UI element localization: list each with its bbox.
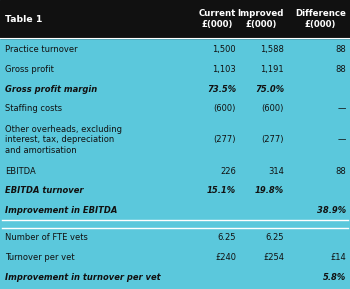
Text: Staffing costs: Staffing costs [5, 104, 62, 113]
Text: (277): (277) [214, 136, 236, 144]
Text: £14: £14 [330, 253, 346, 262]
Bar [0, 0, 350, 38]
Text: 75.0%: 75.0% [255, 85, 284, 94]
Text: £254: £254 [263, 253, 284, 262]
Text: Improvement in EBITDA: Improvement in EBITDA [5, 206, 117, 215]
Text: Improved
£(000): Improved £(000) [238, 9, 284, 29]
Text: 88: 88 [335, 166, 346, 176]
Text: 1,103: 1,103 [212, 65, 236, 74]
Text: Gross profit: Gross profit [5, 65, 54, 74]
Text: Number of FTE vets: Number of FTE vets [5, 234, 88, 242]
Text: EBITDA: EBITDA [5, 166, 36, 176]
Text: Gross profit margin: Gross profit margin [5, 85, 97, 94]
Text: Other overheads, excluding
interest, tax, depreciation
and amortisation: Other overheads, excluding interest, tax… [5, 125, 122, 155]
Text: 5.8%: 5.8% [323, 273, 346, 282]
Text: 6.25: 6.25 [217, 234, 236, 242]
Text: (600): (600) [214, 104, 236, 113]
Text: 226: 226 [220, 166, 236, 176]
Text: Table 1: Table 1 [5, 14, 42, 23]
Text: 38.9%: 38.9% [317, 206, 346, 215]
Text: £240: £240 [215, 253, 236, 262]
Text: 88: 88 [335, 45, 346, 54]
Text: 88: 88 [335, 65, 346, 74]
Text: 1,500: 1,500 [212, 45, 236, 54]
Text: Difference
£(000): Difference £(000) [295, 9, 346, 29]
Text: Improvement in turnover per vet: Improvement in turnover per vet [5, 273, 161, 282]
Text: (277): (277) [261, 136, 284, 144]
Text: 73.5%: 73.5% [207, 85, 236, 94]
Text: (600): (600) [262, 104, 284, 113]
Text: 19.8%: 19.8% [255, 186, 284, 195]
Text: Practice turnover: Practice turnover [5, 45, 78, 54]
Text: —: — [338, 136, 346, 144]
Text: —: — [338, 104, 346, 113]
Text: 6.25: 6.25 [266, 234, 284, 242]
Text: 15.1%: 15.1% [207, 186, 236, 195]
Text: 1,191: 1,191 [260, 65, 284, 74]
Text: EBITDA turnover: EBITDA turnover [5, 186, 84, 195]
Text: Current
£(000): Current £(000) [199, 9, 236, 29]
Text: 1,588: 1,588 [260, 45, 284, 54]
Text: 314: 314 [268, 166, 284, 176]
Text: Turnover per vet: Turnover per vet [5, 253, 75, 262]
